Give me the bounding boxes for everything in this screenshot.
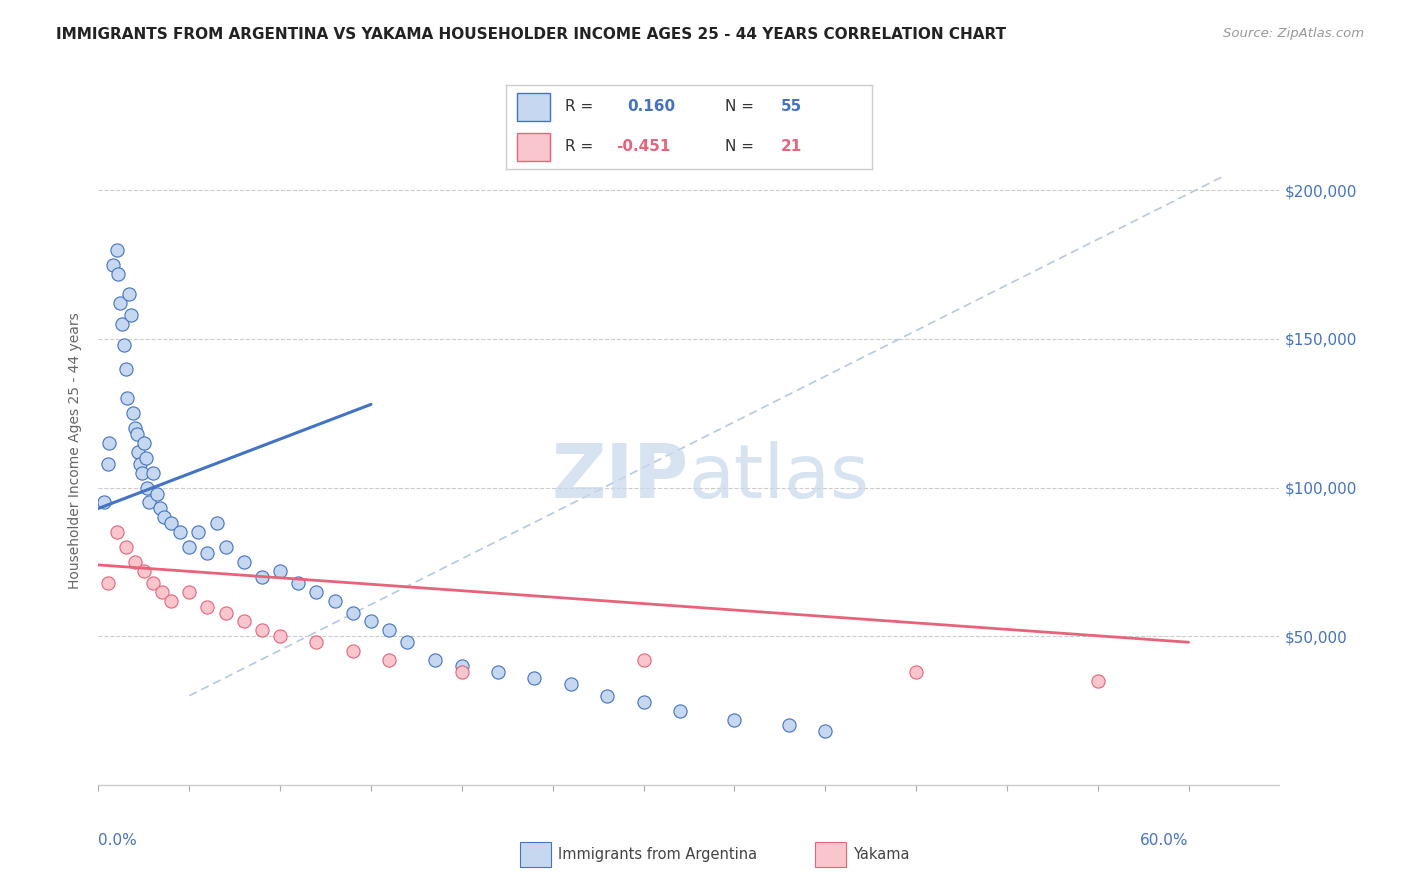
Point: [179, 540, 201, 554]
Point: [378, 624, 401, 638]
Point: [160, 593, 183, 607]
Point: [396, 635, 419, 649]
Point: [153, 510, 176, 524]
Point: [814, 724, 837, 739]
Text: N =: N =: [725, 139, 755, 154]
Bar: [517, 133, 550, 161]
Point: [250, 570, 273, 584]
Text: 0.160: 0.160: [627, 99, 675, 114]
Point: [160, 516, 183, 531]
Point: [107, 267, 129, 281]
Point: [523, 671, 546, 685]
Point: [124, 421, 146, 435]
Point: [142, 466, 165, 480]
Point: [423, 653, 446, 667]
Point: [305, 584, 328, 599]
Point: [101, 258, 124, 272]
Point: [112, 338, 135, 352]
Text: Immigrants from Argentina: Immigrants from Argentina: [558, 847, 758, 862]
Point: [596, 689, 619, 703]
Point: [669, 704, 692, 718]
Point: [214, 540, 236, 554]
Point: [150, 584, 173, 599]
Point: [169, 525, 191, 540]
Point: [96, 457, 118, 471]
Point: [179, 584, 201, 599]
Point: [450, 659, 472, 673]
Point: [250, 624, 273, 638]
Text: 21: 21: [780, 139, 801, 154]
Point: [778, 718, 800, 732]
Point: [287, 575, 309, 590]
Point: [114, 540, 136, 554]
Point: [214, 606, 236, 620]
Point: [105, 525, 128, 540]
Point: [120, 308, 142, 322]
Point: [197, 546, 219, 560]
Point: [114, 361, 136, 376]
Point: [450, 665, 472, 679]
Point: [197, 599, 219, 614]
Point: [342, 644, 364, 658]
Text: ZIP: ZIP: [551, 441, 689, 514]
Point: [125, 427, 148, 442]
Point: [269, 564, 291, 578]
Text: -0.451: -0.451: [616, 139, 671, 154]
Point: [136, 481, 159, 495]
Point: [132, 564, 155, 578]
Text: N =: N =: [725, 99, 755, 114]
Text: IMMIGRANTS FROM ARGENTINA VS YAKAMA HOUSEHOLDER INCOME AGES 25 - 44 YEARS CORREL: IMMIGRANTS FROM ARGENTINA VS YAKAMA HOUS…: [56, 27, 1007, 42]
Point: [905, 665, 928, 679]
Point: [269, 629, 291, 643]
Y-axis label: Householder Income Ages 25 - 44 years: Householder Income Ages 25 - 44 years: [69, 312, 83, 589]
Point: [633, 653, 655, 667]
Point: [342, 606, 364, 620]
Point: [323, 593, 346, 607]
Point: [132, 436, 155, 450]
Point: [560, 677, 582, 691]
Point: [486, 665, 509, 679]
Text: R =: R =: [565, 99, 593, 114]
Point: [98, 436, 121, 450]
Point: [110, 296, 132, 310]
Point: [135, 450, 157, 465]
Point: [129, 457, 152, 471]
Text: atlas: atlas: [689, 441, 870, 514]
Text: 60.0%: 60.0%: [1140, 832, 1188, 847]
Point: [96, 575, 118, 590]
Point: [378, 653, 401, 667]
Point: [305, 635, 328, 649]
Text: Source: ZipAtlas.com: Source: ZipAtlas.com: [1223, 27, 1364, 40]
Text: 0.0%: 0.0%: [98, 832, 138, 847]
Point: [122, 406, 145, 420]
Point: [111, 317, 134, 331]
Point: [93, 495, 115, 509]
Text: Yakama: Yakama: [853, 847, 910, 862]
Point: [723, 713, 745, 727]
Point: [145, 486, 167, 500]
Text: R =: R =: [565, 139, 593, 154]
Point: [142, 575, 165, 590]
Point: [118, 287, 141, 301]
Text: 55: 55: [780, 99, 801, 114]
Point: [105, 243, 128, 257]
Point: [232, 615, 254, 629]
Point: [360, 615, 382, 629]
Point: [187, 525, 209, 540]
Point: [633, 695, 655, 709]
Bar: [517, 93, 550, 121]
Point: [149, 501, 172, 516]
Point: [131, 466, 153, 480]
Point: [124, 555, 146, 569]
Point: [127, 445, 149, 459]
Point: [1087, 673, 1109, 688]
Point: [232, 555, 254, 569]
Point: [205, 516, 228, 531]
Point: [117, 392, 139, 406]
Point: [138, 495, 160, 509]
